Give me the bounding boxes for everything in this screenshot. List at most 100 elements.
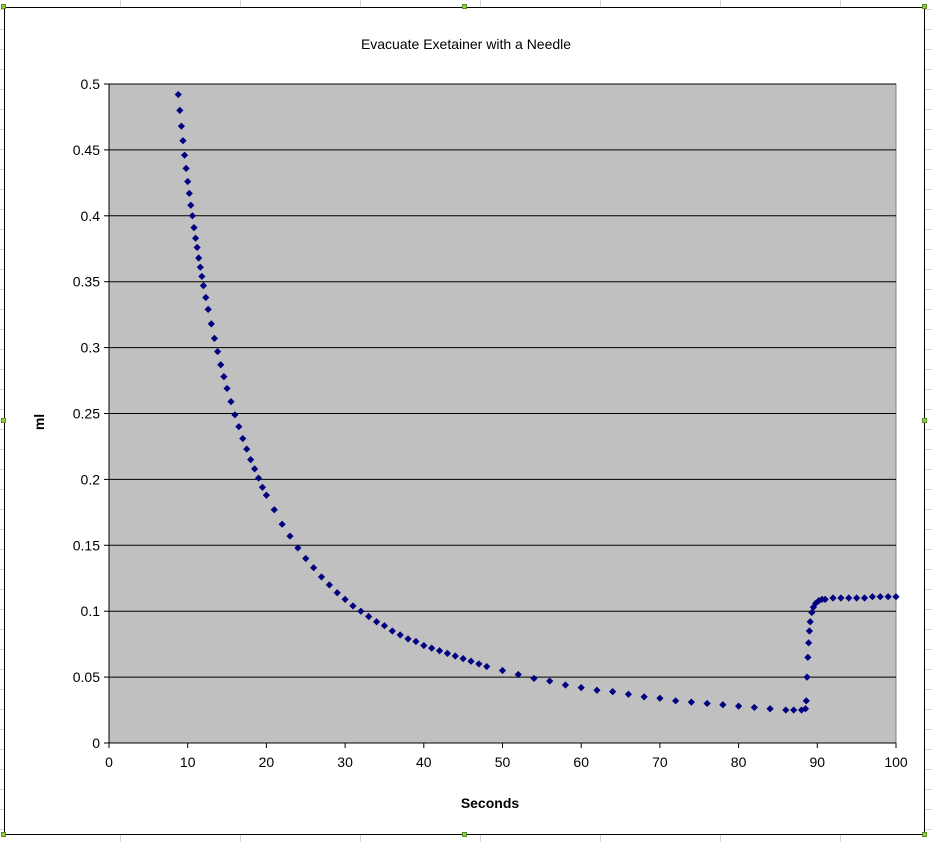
data-point-marker[interactable]	[498, 666, 507, 675]
resize-handle-top-right[interactable]	[922, 4, 927, 9]
data-point-marker[interactable]	[672, 697, 680, 705]
data-point-marker[interactable]	[884, 593, 892, 601]
data-point-marker[interactable]	[207, 320, 215, 328]
data-point-marker[interactable]	[180, 151, 189, 159]
data-point-marker[interactable]	[624, 690, 633, 698]
data-point-marker[interactable]	[187, 201, 195, 209]
resize-handle-bottom-center[interactable]	[462, 832, 467, 837]
data-point-marker[interactable]	[892, 593, 900, 601]
data-point-marker[interactable]	[380, 622, 389, 630]
data-point-marker[interactable]	[750, 703, 758, 712]
data-point-marker[interactable]	[837, 594, 845, 602]
resize-handle-bottom-left[interactable]	[1, 832, 6, 837]
data-point-marker[interactable]	[802, 697, 810, 705]
data-point-marker[interactable]	[805, 639, 813, 647]
data-point-marker[interactable]	[223, 384, 231, 393]
data-point-marker[interactable]	[196, 263, 204, 271]
data-point-marker[interactable]	[176, 106, 184, 114]
data-point-marker[interactable]	[451, 652, 459, 660]
data-point-marker[interactable]	[239, 434, 247, 443]
data-point-marker[interactable]	[286, 532, 294, 540]
data-point-marker[interactable]	[210, 334, 219, 342]
data-point-marker[interactable]	[443, 649, 452, 657]
data-point-marker[interactable]	[231, 411, 239, 419]
data-point-marker[interactable]	[853, 594, 861, 602]
data-point-marker[interactable]	[325, 581, 333, 589]
data-point-marker[interactable]	[782, 706, 790, 714]
data-point-marker[interactable]	[195, 254, 203, 262]
data-point-marker[interactable]	[821, 595, 829, 603]
data-point-marker[interactable]	[790, 706, 798, 714]
data-point-marker[interactable]	[188, 212, 197, 220]
data-point-marker[interactable]	[530, 674, 538, 683]
data-point-marker[interactable]	[766, 705, 774, 713]
data-point-marker[interactable]	[191, 234, 200, 242]
data-point-marker[interactable]	[217, 361, 225, 369]
data-point-marker[interactable]	[204, 305, 212, 313]
data-point-marker[interactable]	[185, 189, 193, 197]
data-point-marker[interactable]	[561, 681, 570, 689]
data-point-marker[interactable]	[805, 627, 814, 635]
data-point-marker[interactable]	[876, 593, 884, 601]
data-point-marker[interactable]	[804, 653, 812, 661]
data-point-marker[interactable]	[349, 602, 357, 610]
data-point-marker[interactable]	[420, 641, 428, 650]
data-point-marker[interactable]	[262, 491, 270, 499]
data-point-marker[interactable]	[829, 594, 837, 602]
data-point-marker[interactable]	[404, 635, 412, 643]
data-point-marker[interactable]	[357, 607, 365, 615]
resize-handle-middle-right[interactable]	[922, 418, 927, 423]
data-point-marker[interactable]	[247, 456, 255, 464]
data-point-marker[interactable]	[182, 164, 190, 172]
data-point-marker[interactable]	[412, 637, 420, 646]
data-point-marker[interactable]	[593, 686, 601, 694]
data-point-marker[interactable]	[372, 618, 381, 626]
data-point-marker[interactable]	[184, 177, 192, 186]
data-point-marker[interactable]	[806, 618, 814, 626]
data-point-marker[interactable]	[235, 423, 243, 431]
data-point-marker[interactable]	[333, 589, 341, 597]
data-point-marker[interactable]	[459, 655, 467, 663]
data-point-marker[interactable]	[254, 474, 263, 482]
resize-handle-bottom-right[interactable]	[922, 832, 927, 837]
data-point-marker[interactable]	[270, 506, 278, 514]
data-point-marker[interactable]	[687, 698, 695, 706]
data-point-marker[interactable]	[808, 608, 816, 617]
data-point-marker[interactable]	[514, 670, 522, 679]
data-point-marker[interactable]	[199, 282, 208, 290]
data-point-marker[interactable]	[250, 465, 259, 473]
data-point-marker[interactable]	[243, 445, 251, 453]
data-point-marker[interactable]	[577, 684, 585, 692]
data-point-marker[interactable]	[467, 657, 475, 665]
resize-handle-top-center[interactable]	[462, 4, 467, 9]
data-point-marker[interactable]	[258, 483, 267, 491]
data-point-marker[interactable]	[801, 705, 810, 713]
data-point-marker[interactable]	[310, 564, 318, 572]
data-point-marker[interactable]	[809, 603, 817, 611]
data-point-marker[interactable]	[179, 137, 187, 145]
data-point-marker[interactable]	[193, 243, 201, 252]
data-point-marker[interactable]	[609, 687, 617, 696]
data-point-marker[interactable]	[227, 398, 235, 406]
data-point-marker[interactable]	[202, 293, 210, 302]
data-point-marker[interactable]	[302, 554, 310, 563]
data-point-marker[interactable]	[341, 595, 349, 603]
data-point-marker[interactable]	[388, 627, 396, 635]
data-point-marker[interactable]	[220, 372, 228, 381]
data-point-marker[interactable]	[365, 612, 373, 621]
data-point-marker[interactable]	[435, 647, 444, 655]
data-point-marker[interactable]	[174, 90, 182, 99]
resize-handle-top-left[interactable]	[1, 4, 6, 9]
data-point-marker[interactable]	[803, 673, 811, 681]
data-point-marker[interactable]	[317, 573, 326, 581]
data-point-marker[interactable]	[845, 594, 853, 602]
data-point-marker[interactable]	[868, 593, 876, 601]
data-point-marker[interactable]	[656, 694, 664, 702]
data-point-marker[interactable]	[640, 693, 648, 701]
data-point-marker[interactable]	[719, 701, 727, 709]
data-point-marker[interactable]	[190, 224, 198, 232]
data-point-marker[interactable]	[483, 662, 491, 671]
data-point-marker[interactable]	[278, 520, 286, 528]
data-point-marker[interactable]	[198, 272, 206, 281]
data-point-marker[interactable]	[214, 347, 222, 356]
